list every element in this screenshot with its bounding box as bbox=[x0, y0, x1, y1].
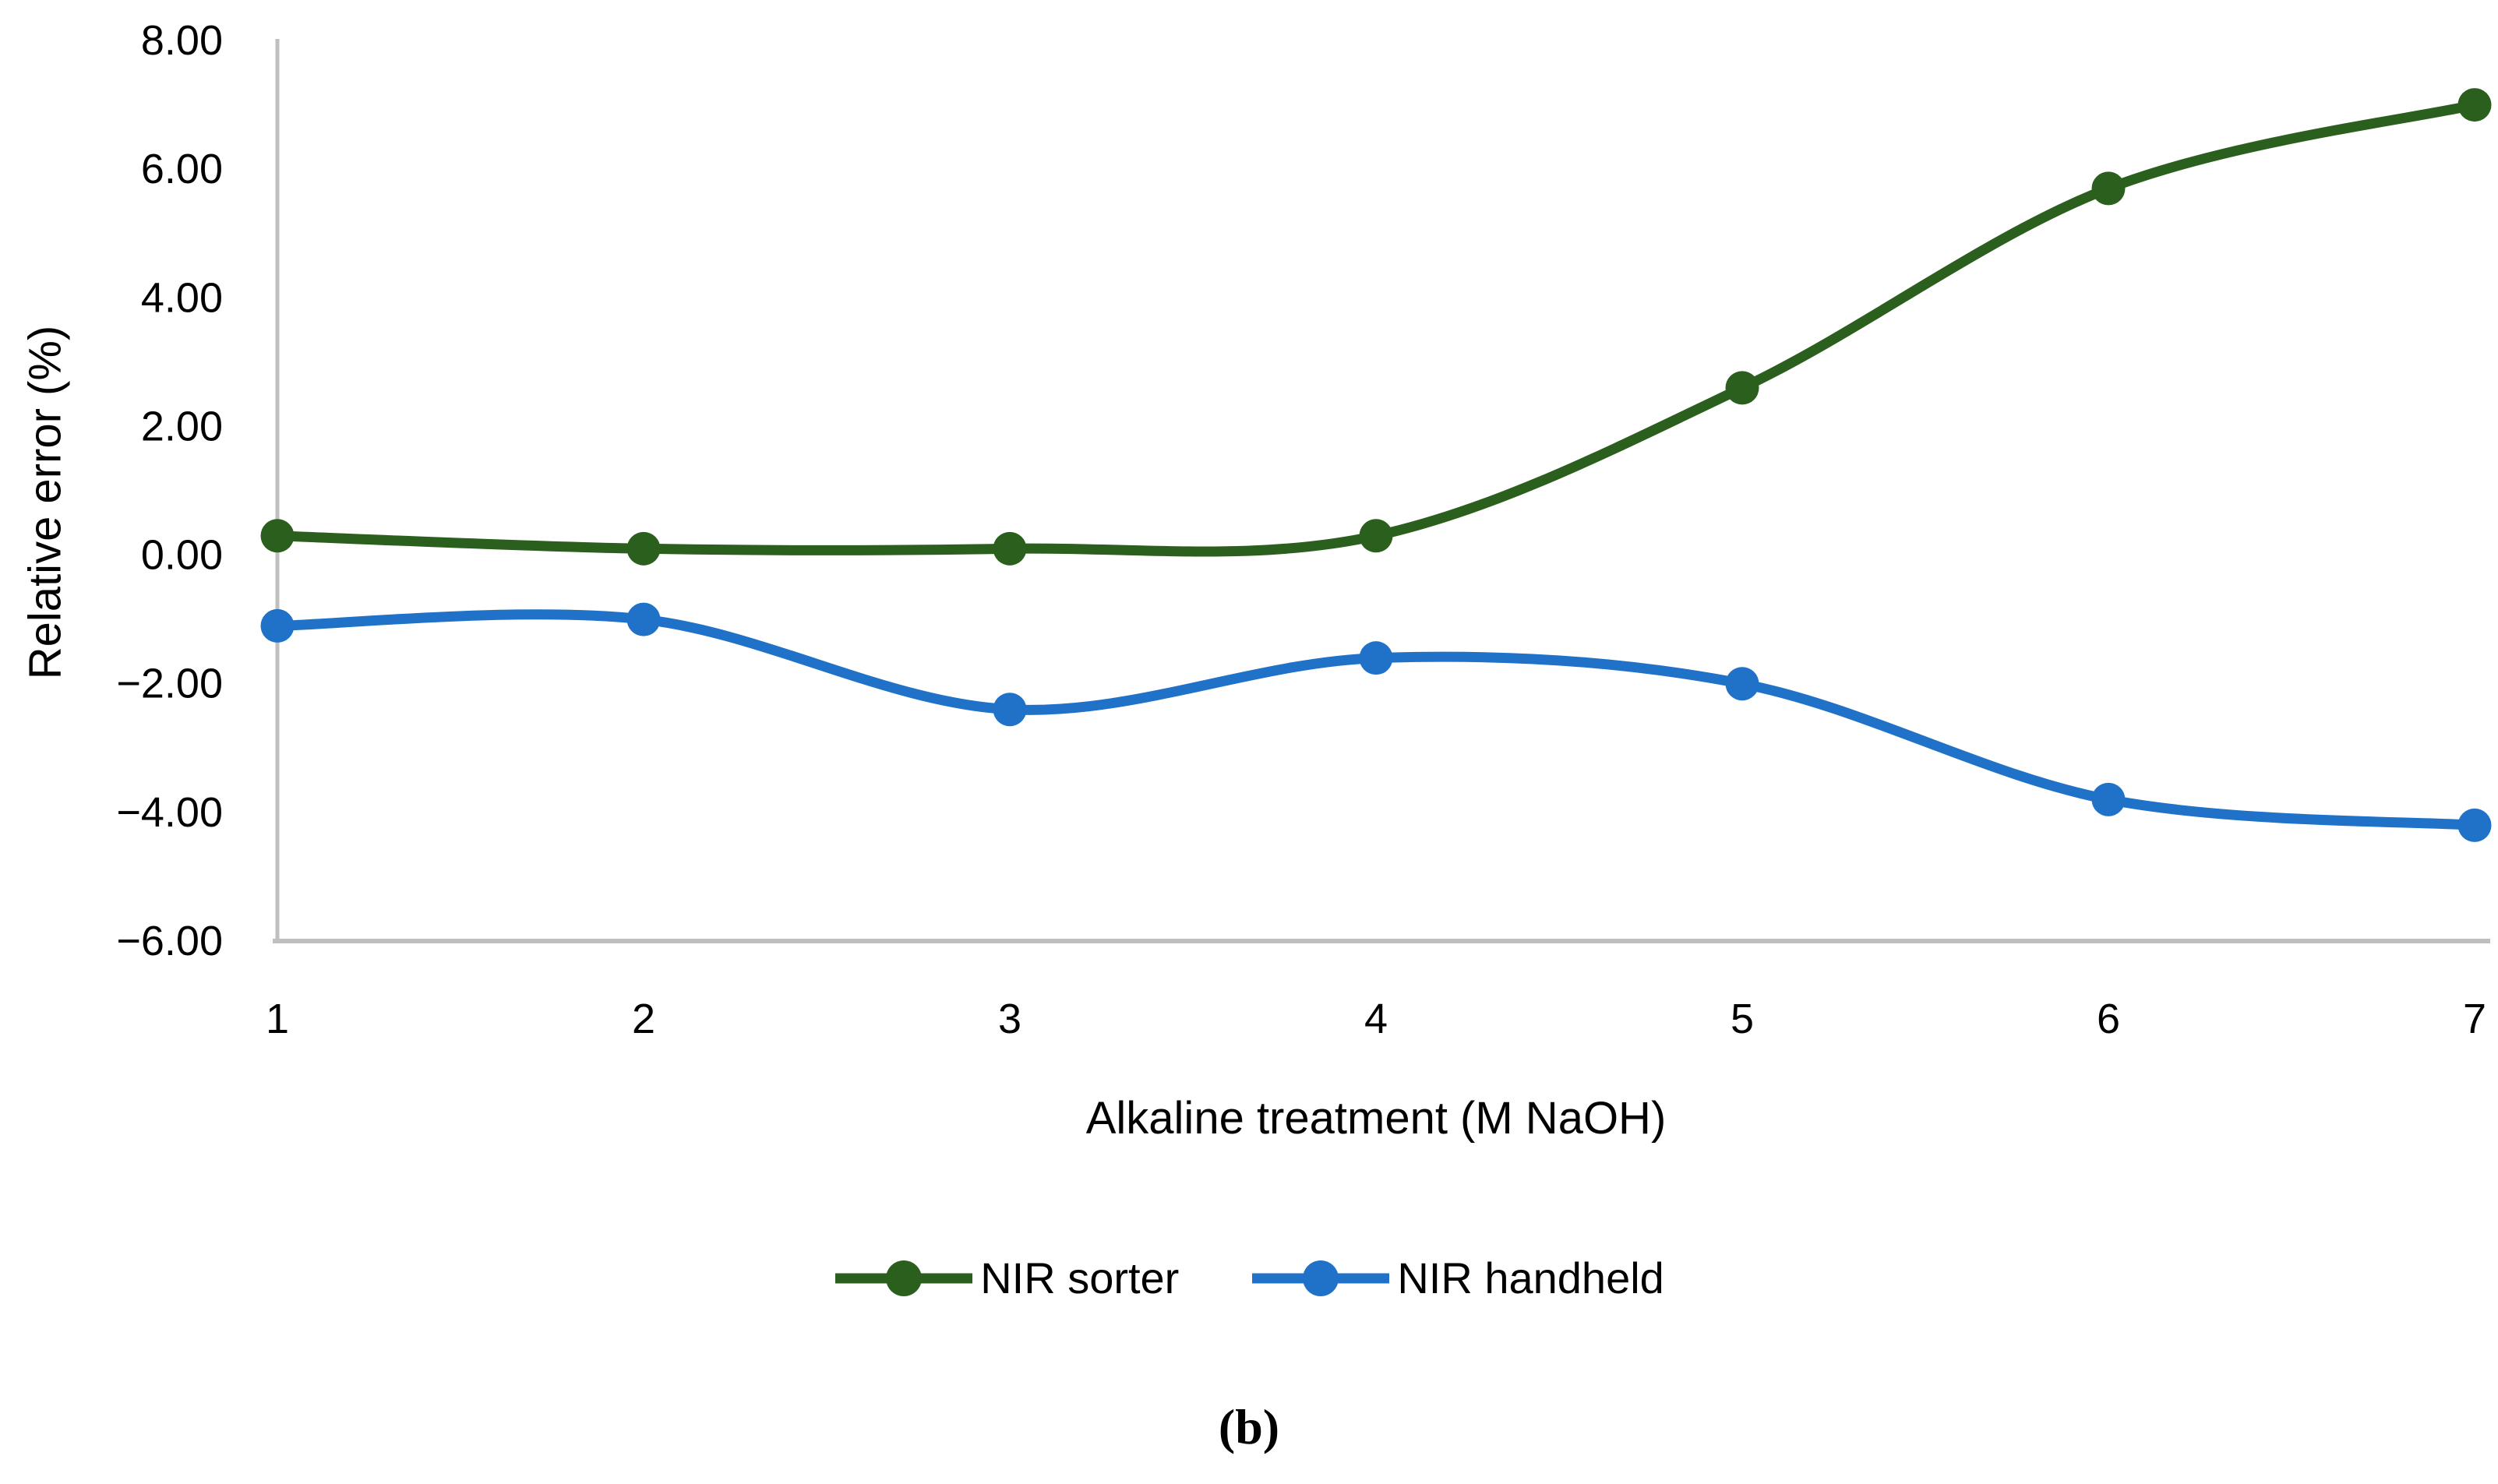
data-point-nir-sorter bbox=[2091, 171, 2126, 206]
data-point-nir-handheld bbox=[260, 608, 295, 643]
data-point-nir-handheld bbox=[626, 602, 661, 636]
x-tick-label: 3 bbox=[998, 996, 1021, 1042]
data-point-nir-handheld bbox=[2457, 808, 2492, 842]
data-point-nir-handheld bbox=[993, 693, 1027, 727]
x-tick-label: 6 bbox=[2097, 996, 2120, 1042]
series-line-nir-sorter bbox=[272, 100, 2480, 557]
x-tick-label: 4 bbox=[1364, 996, 1388, 1042]
data-point-nir-sorter bbox=[626, 531, 661, 566]
data-point-nir-handheld bbox=[2091, 782, 2126, 816]
y-tick-label: 8.00 bbox=[141, 17, 223, 64]
y-tick-label: 4.00 bbox=[141, 274, 223, 321]
data-point-nir-sorter bbox=[993, 531, 1027, 566]
y-axis-title: Relative error (%) bbox=[19, 325, 71, 680]
data-point-nir-handheld bbox=[1359, 641, 1393, 675]
x-tick-label: 1 bbox=[266, 996, 289, 1042]
figure-caption: (b) bbox=[1218, 1399, 1280, 1454]
x-tick-label: 2 bbox=[632, 996, 655, 1042]
line-chart-canvas: 8.00 6.00 4.00 2.00 0.00 −2.00 −4.00 −6.00 1 2 3 4 5… bbox=[116, 17, 2492, 1042]
data-point-nir-handheld bbox=[1725, 667, 1759, 701]
legend: NIR sorter NIR handheld bbox=[0, 1253, 2498, 1303]
y-tick-label: 2.00 bbox=[141, 403, 223, 449]
y-tick-label: 6.00 bbox=[141, 146, 223, 192]
legend-label-nir-sorter: NIR sorter bbox=[980, 1253, 1180, 1302]
nir-handheld-series-icon bbox=[1252, 1260, 1390, 1296]
data-point-nir-sorter bbox=[1359, 519, 1393, 553]
x-tick-label: 5 bbox=[1731, 996, 1754, 1042]
y-tick-label: −2.00 bbox=[116, 661, 223, 707]
x-tick-label: 7 bbox=[2463, 996, 2486, 1042]
x-axis-title: Alkaline treatment (M NaOH) bbox=[1085, 1093, 1667, 1144]
data-point-nir-sorter bbox=[2457, 88, 2492, 122]
y-tick-label: −6.00 bbox=[116, 918, 223, 964]
nir-sorter-series-icon bbox=[835, 1260, 973, 1296]
legend-item-nir-handheld: NIR handheld bbox=[1251, 1253, 1664, 1303]
legend-item-nir-sorter: NIR sorter bbox=[834, 1253, 1179, 1303]
y-tick-label: −4.00 bbox=[116, 789, 223, 836]
data-point-nir-sorter bbox=[1725, 371, 1759, 405]
legend-label-nir-handheld: NIR handheld bbox=[1397, 1253, 1664, 1302]
y-tick-label: 0.00 bbox=[141, 532, 223, 579]
data-point-nir-sorter bbox=[260, 519, 295, 553]
